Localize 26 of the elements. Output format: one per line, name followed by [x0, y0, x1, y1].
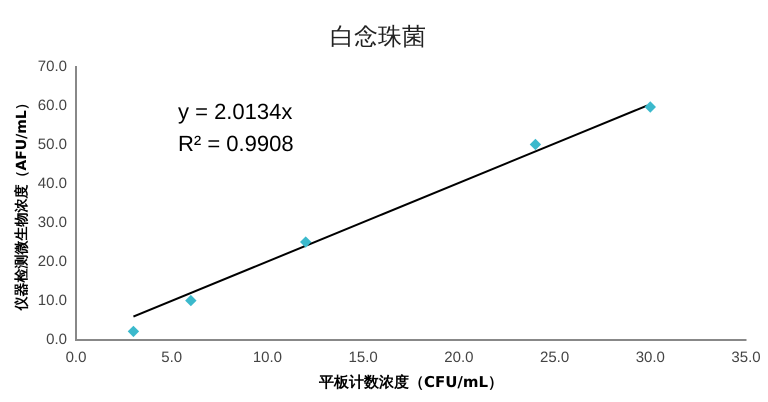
y-tick-label: 10.0: [38, 292, 67, 310]
y-tick-label: 70.0: [38, 58, 67, 75]
y-tick-label: 30.0: [38, 214, 67, 232]
y-tick-label: 20.0: [38, 253, 67, 270]
y-axis-title: 仪器检测微生物浓度（AFU/mL）: [13, 96, 30, 312]
annotation: y = 2.0134x: [178, 98, 294, 126]
point: [300, 236, 312, 248]
x-tick-label: 5.0: [161, 349, 182, 366]
chart-title: 白念珠菌: [330, 22, 426, 51]
annotation: R² = 0.9908: [178, 130, 294, 158]
x-tick-label: 10.0: [252, 349, 282, 366]
point: [185, 295, 196, 306]
y-tick-label: 50.0: [38, 136, 67, 153]
y-tick-label: 0.0: [46, 331, 67, 348]
point: [644, 102, 656, 112]
x-tick-label: 0.0: [66, 349, 86, 366]
y-tick-label: 60.0: [38, 96, 67, 114]
x-tick-label: 25.0: [540, 349, 570, 366]
x-tick-label: 35.0: [731, 349, 761, 366]
x-tick-label: 30.0: [636, 349, 665, 366]
y-tick-label: 40.0: [38, 175, 67, 192]
x-tick-label: 20.0: [444, 349, 474, 366]
x-axis-title: 平板计数浓度（CFU/mL）: [318, 372, 504, 391]
point: [530, 138, 541, 150]
point: [128, 326, 139, 337]
x-tick-label: 15.0: [348, 349, 378, 366]
